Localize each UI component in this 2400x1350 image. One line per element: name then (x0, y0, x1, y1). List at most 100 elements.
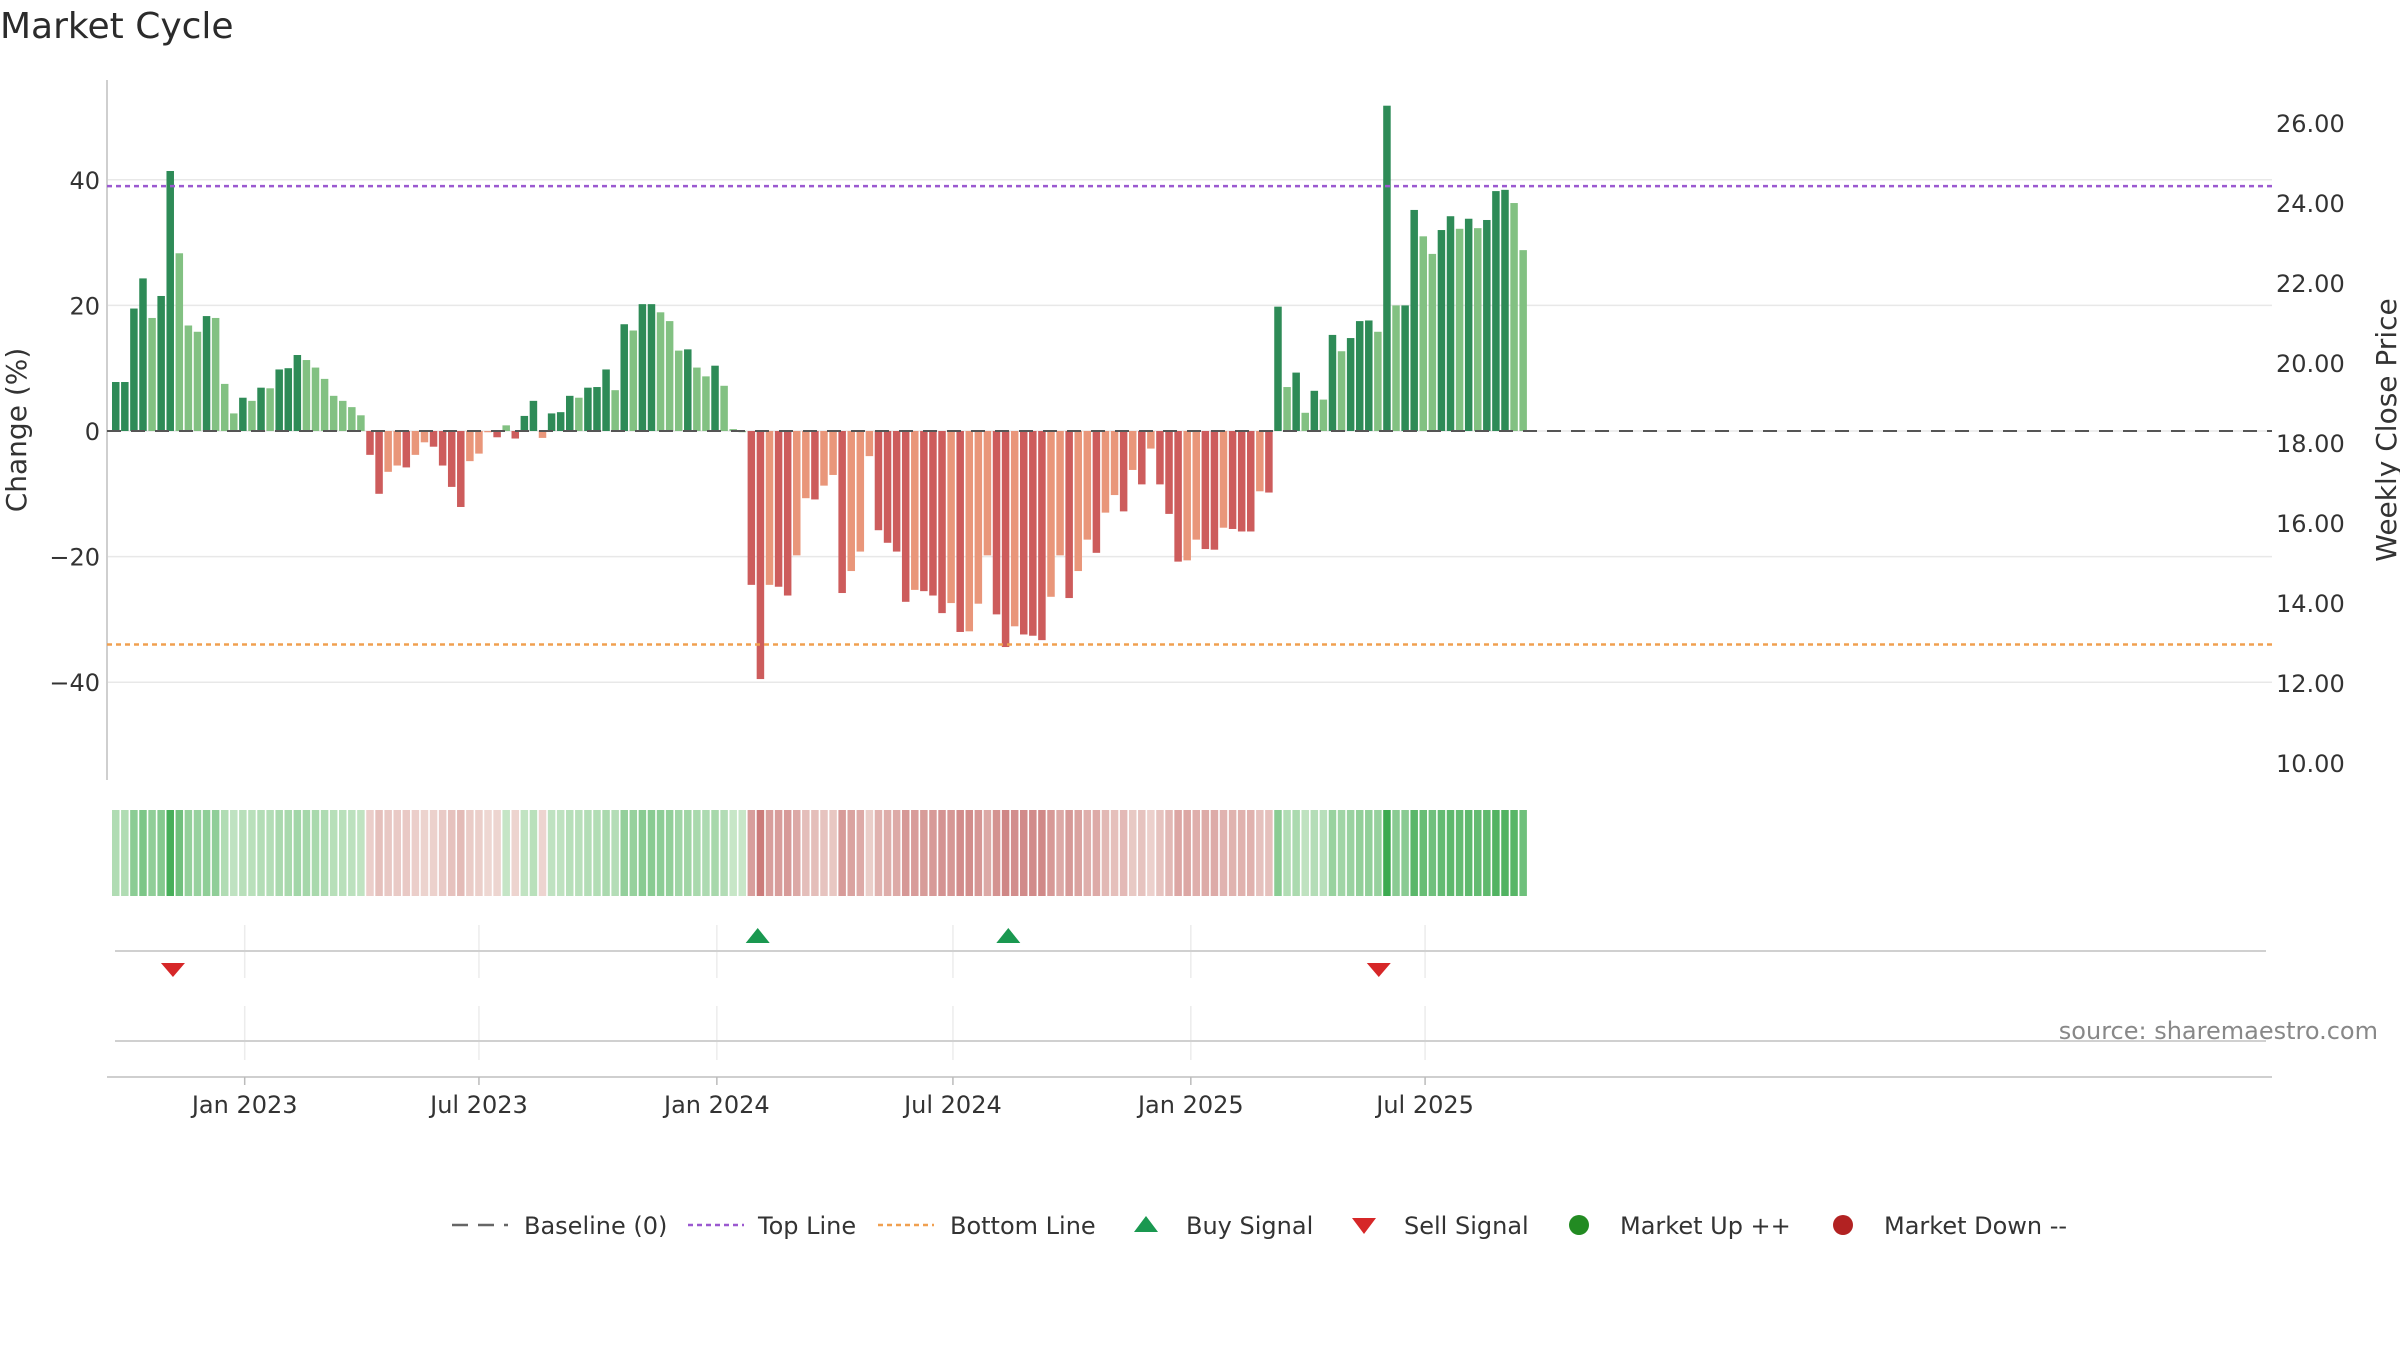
change-bar (874, 431, 883, 531)
sell-signal-icon (160, 963, 185, 977)
left-tick-label: 40 (69, 167, 100, 195)
legend-label: Bottom Line (950, 1212, 1096, 1240)
right-tick-label: 26.00 (2276, 110, 2345, 138)
band-cell (348, 810, 356, 896)
band-cell (457, 810, 465, 896)
band-cell (1301, 810, 1309, 896)
band-cell (438, 810, 447, 896)
legend: Baseline (0) Top Line Bottom Line Buy Signa… (452, 1212, 2067, 1240)
band-cell (220, 810, 229, 896)
change-bar (248, 400, 256, 431)
change-bar (1455, 228, 1464, 431)
change-bar (320, 378, 329, 431)
band-cell (883, 810, 892, 896)
band-cell (811, 810, 819, 896)
band-cell (665, 810, 674, 896)
change-bar (1183, 431, 1191, 561)
change-bar (520, 415, 529, 431)
change-bar (992, 431, 1001, 615)
change-bar (793, 431, 801, 556)
band-cell (266, 810, 274, 896)
band-cell (738, 810, 747, 896)
change-bar (157, 295, 165, 431)
change-bar (230, 413, 238, 431)
change-bar (311, 367, 320, 431)
band-cell (1165, 810, 1173, 896)
band-cell (802, 810, 810, 896)
band-cell (1392, 810, 1400, 896)
right-tick-label: 10.00 (2276, 750, 2345, 778)
band-cell (1101, 810, 1110, 896)
band-cell (629, 810, 638, 896)
change-bar (1292, 372, 1300, 431)
change-bar (266, 388, 274, 431)
band-cell (1446, 810, 1455, 896)
change-bar (620, 324, 628, 431)
band-cell (130, 810, 138, 896)
band-cell (566, 810, 574, 896)
band-cell (1147, 810, 1155, 896)
band-cell (411, 810, 420, 896)
change-bar (1119, 431, 1128, 512)
band-cell (329, 810, 338, 896)
change-bar (656, 312, 665, 431)
change-bar (1038, 431, 1046, 641)
change-bar (1020, 431, 1028, 635)
buy-signal-legend-icon (1134, 1216, 1158, 1232)
change-bar (1001, 431, 1010, 648)
band-cell (929, 810, 937, 896)
change-bar (1328, 334, 1337, 431)
x-tick-label: Jul 2025 (1374, 1091, 1474, 1119)
legend-label: Market Down -- (1884, 1212, 2067, 1240)
x-axis-ticks: Jan 2023 Jul 2023 Jan 2024 Jul 2024 Jan 2025… (190, 1077, 1474, 1119)
change-bar (420, 431, 429, 443)
band-cell (956, 810, 964, 896)
band-cell (384, 810, 392, 896)
band-cell (284, 810, 293, 896)
band-cell (1292, 810, 1300, 896)
band-cell (493, 810, 501, 896)
change-bar (965, 431, 974, 632)
right-tick-label: 12.00 (2276, 670, 2345, 698)
band-cell (865, 810, 874, 896)
change-bar (1346, 338, 1355, 431)
band-cell (193, 810, 202, 896)
change-bar (1492, 191, 1500, 431)
band-cell (1128, 810, 1137, 896)
change-bar (275, 369, 283, 431)
band-cell (1038, 810, 1046, 896)
change-bar (1056, 431, 1064, 556)
change-bar (783, 431, 792, 596)
change-bar (1474, 228, 1482, 431)
change-bar (1355, 321, 1364, 431)
band-cell (1138, 810, 1146, 896)
band-cell (112, 810, 120, 896)
band-cell (1219, 810, 1228, 896)
band-cell (248, 810, 256, 896)
change-bar (1392, 305, 1400, 431)
band-cell (529, 810, 538, 896)
band-cell (1010, 810, 1019, 896)
change-bar (1310, 390, 1319, 431)
band-cell (1001, 810, 1010, 896)
band-cell (729, 810, 737, 896)
band-cell (447, 810, 456, 896)
change-bar (684, 349, 692, 431)
change-bar (211, 317, 220, 431)
band-cell (302, 810, 311, 896)
band-cell (1237, 810, 1246, 896)
band-cell (293, 810, 302, 896)
change-bar (929, 431, 937, 596)
band-cell (974, 810, 983, 896)
change-bar (1237, 431, 1246, 532)
band-cell (1174, 810, 1182, 896)
change-bar (139, 278, 147, 431)
band-cell (1201, 810, 1210, 896)
legend-label: Market Up ++ (1620, 1212, 1791, 1240)
band-cell (339, 810, 347, 896)
change-bar (1519, 250, 1527, 431)
change-bar (1410, 209, 1418, 431)
change-bar (357, 415, 365, 431)
x-tick-label: Jan 2024 (662, 1091, 770, 1119)
change-bar (1083, 431, 1092, 540)
